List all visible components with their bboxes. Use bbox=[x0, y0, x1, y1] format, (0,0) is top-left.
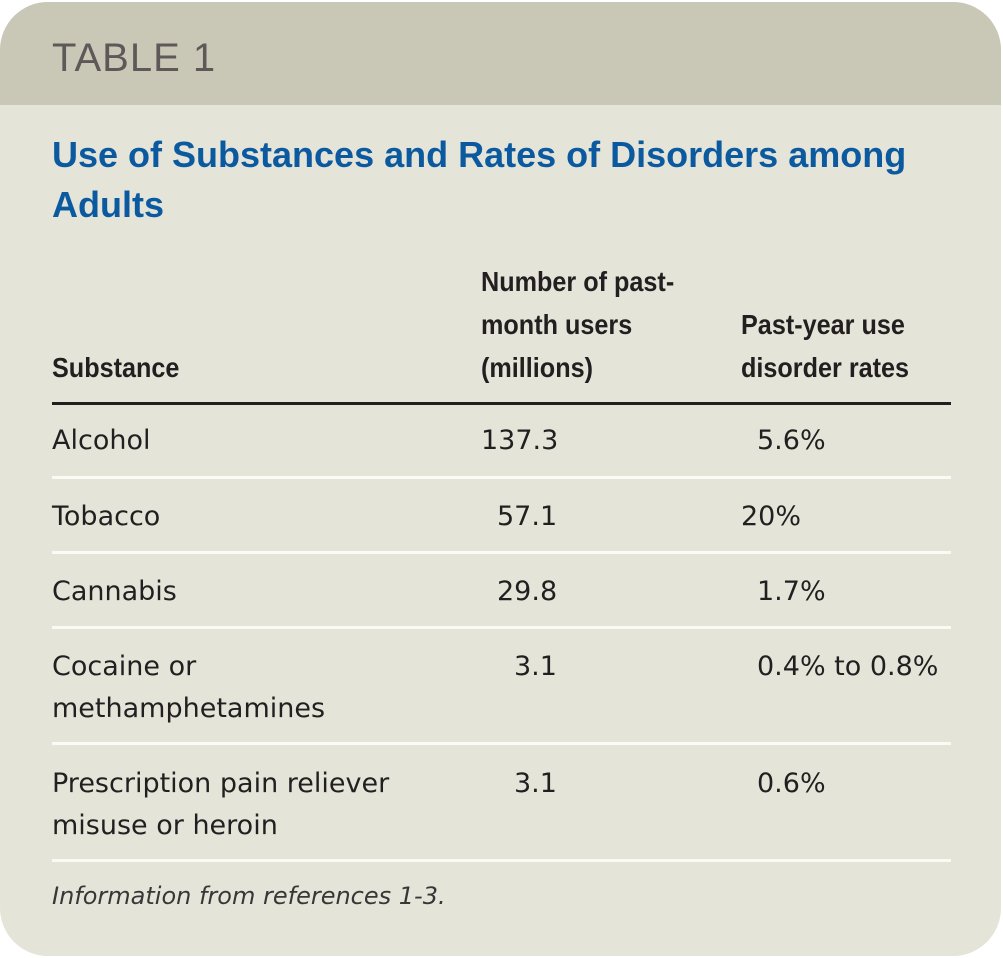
column-header-substance: Substance bbox=[52, 352, 180, 383]
cell-substance: Alcohol bbox=[52, 425, 151, 456]
table-title: Use of Substances and Rates of Disorders… bbox=[52, 134, 907, 225]
cell-rate: 20% bbox=[741, 501, 802, 532]
cell-users: 29.8 bbox=[497, 576, 558, 607]
row-divider bbox=[52, 626, 951, 629]
cell-substance: Cocaine or methamphetamines bbox=[52, 651, 326, 724]
row-divider bbox=[52, 476, 951, 479]
row-divider bbox=[52, 742, 951, 745]
column-header-users: Number of past-month users (millions) bbox=[481, 266, 675, 383]
header-divider bbox=[52, 402, 951, 405]
row-divider bbox=[52, 859, 951, 862]
row-divider bbox=[52, 551, 951, 554]
footnote: Information from references 1-3. bbox=[52, 882, 446, 910]
cell-users: 137.3 bbox=[481, 425, 559, 456]
cell-rate: 0.4% to 0.8% bbox=[757, 651, 939, 682]
cell-substance: Prescription pain reliever misuse or her… bbox=[52, 768, 390, 841]
cell-substance: Tobacco bbox=[52, 501, 161, 532]
cell-rate: 1.7% bbox=[757, 576, 826, 607]
header-band bbox=[0, 2, 1001, 105]
cell-rate: 5.6% bbox=[757, 425, 826, 456]
cell-users: 3.1 bbox=[514, 768, 557, 799]
cell-users: 3.1 bbox=[514, 651, 557, 682]
table-label: TABLE 1 bbox=[52, 36, 217, 80]
column-header-rate: Past-year use disorder rates bbox=[741, 309, 910, 383]
cell-rate: 0.6% bbox=[757, 768, 826, 799]
cell-users: 57.1 bbox=[497, 501, 558, 532]
cell-substance: Cannabis bbox=[52, 576, 177, 607]
